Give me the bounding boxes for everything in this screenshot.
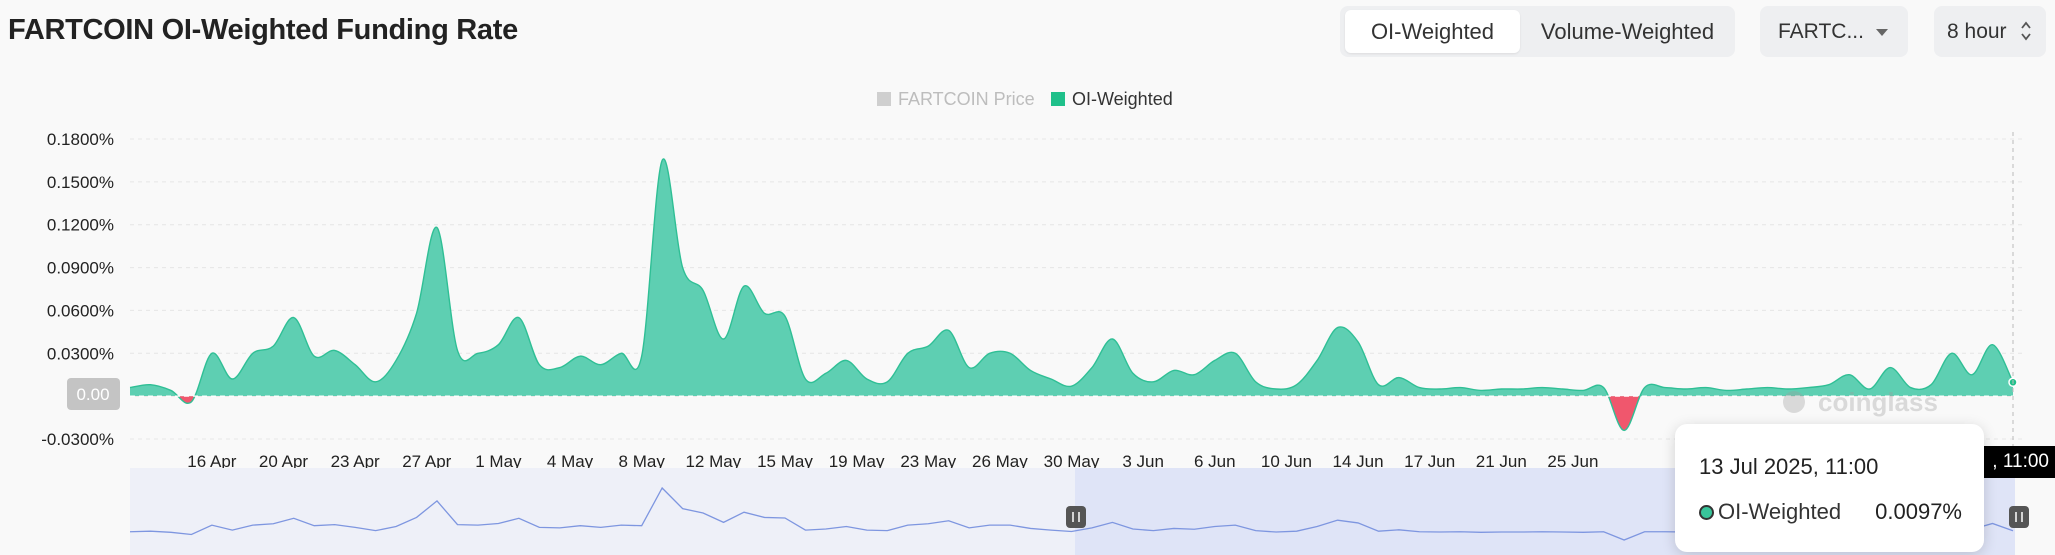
legend-item-oi-weighted[interactable]: OI-Weighted	[1051, 89, 1173, 110]
x-tick-label: 6 Jun	[1194, 452, 1236, 471]
x-tick-label: 3 Jun	[1122, 452, 1164, 471]
navigator-right-handle[interactable]	[2009, 506, 2029, 528]
y-tick-label: 0.0900%	[47, 259, 114, 278]
x-tick-label: 4 May	[547, 452, 594, 471]
x-tick-label: 14 Jun	[1333, 452, 1384, 471]
y-tick-label: 0.0300%	[47, 344, 114, 363]
legend-label-oi-weighted: OI-Weighted	[1072, 89, 1173, 109]
watermark: coinglass	[1783, 387, 1938, 417]
x-tick-label: 1 May	[475, 452, 522, 471]
x-tick-label: 16 Apr	[187, 452, 236, 471]
page-title: FARTCOIN OI-Weighted Funding Rate	[8, 14, 518, 46]
oi-weighted-area-positive	[130, 159, 2013, 397]
x-tick-label: 25 Jun	[1547, 452, 1598, 471]
coinglass-logo-icon	[1783, 391, 1805, 413]
x-tick-label: 19 May	[829, 452, 885, 471]
x-tick-label: 12 May	[685, 452, 741, 471]
interval-select[interactable]: 8 hour	[1934, 6, 2046, 57]
symbol-select-value: FARTC...	[1778, 20, 1864, 43]
x-tick-label: 21 Jun	[1476, 452, 1527, 471]
x-tick-label: 10 Jun	[1261, 452, 1312, 471]
navigator-left-handle[interactable]	[1066, 506, 1086, 528]
tooltip-time: 13 Jul 2025, 11:00	[1699, 454, 1879, 479]
oi-weighted-line	[129, 158, 2014, 432]
crosshair-time-label: , 11:00	[1973, 446, 2055, 478]
y-tick-label: 0.1800%	[47, 130, 114, 149]
x-tick-label: 20 Apr	[259, 452, 308, 471]
tooltip-series-dot	[1699, 505, 1714, 520]
y-tick-label: 0.0600%	[47, 301, 114, 320]
up-down-chevron-icon	[2021, 21, 2031, 41]
tab-oi-weighted[interactable]: OI-Weighted	[1345, 10, 1520, 53]
tooltip-series-value: 0.0097%	[1875, 499, 1962, 524]
chart-tooltip: 13 Jul 2025, 11:00 OI-Weighted 0.0097%	[1675, 424, 1984, 552]
tab-volume-weighted[interactable]: Volume-Weighted	[1540, 19, 1715, 44]
watermark-text: coinglass	[1818, 387, 1938, 417]
y-tick-label: 0.1500%	[47, 173, 114, 192]
zero-badge: 0.00	[67, 378, 120, 410]
x-tick-label: 30 May	[1044, 452, 1100, 471]
x-tick-label: 26 May	[972, 452, 1028, 471]
legend-item-price[interactable]: FARTCOIN Price	[877, 89, 1035, 110]
x-tick-label: 23 May	[900, 452, 956, 471]
x-tick-label: 17 Jun	[1404, 452, 1455, 471]
interval-select-value: 8 hour	[1947, 20, 2007, 43]
legend-swatch-oi-weighted	[1051, 92, 1065, 106]
symbol-select[interactable]: FARTC...	[1760, 6, 1908, 57]
zero-badge-text: 0.00	[76, 385, 109, 404]
x-tick-label: 15 May	[757, 452, 813, 471]
x-tick-label: 8 May	[619, 452, 666, 471]
y-tick-label: -0.0300%	[41, 430, 114, 449]
chevron-down-icon	[1876, 29, 1888, 36]
x-tick-label: 27 Apr	[402, 452, 451, 471]
x-tick-label: 23 Apr	[331, 452, 380, 471]
tooltip-series-name: OI-Weighted	[1718, 499, 1842, 524]
legend-swatch-price	[877, 92, 891, 106]
legend-label-price: FARTCOIN Price	[898, 89, 1035, 109]
y-tick-label: 0.1200%	[47, 216, 114, 235]
weighting-toggle: OI-Weighted Volume-Weighted	[1340, 6, 1735, 57]
